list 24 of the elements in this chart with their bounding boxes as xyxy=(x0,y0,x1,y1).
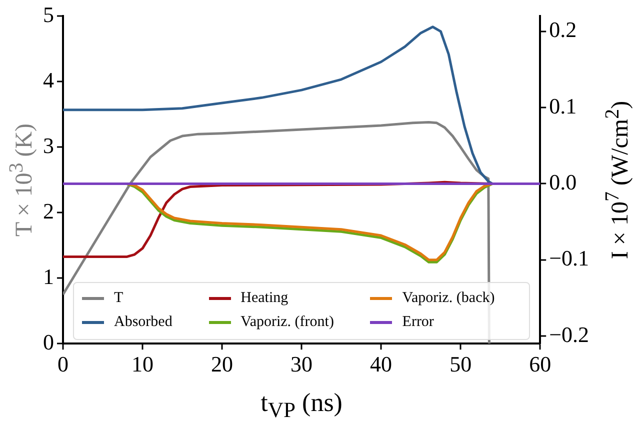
x-axis-title: t$_{VP}$ (ns) xyxy=(260,388,344,424)
x-tick-label: 20 xyxy=(211,352,234,377)
y-tick-label: 4 xyxy=(43,67,54,92)
x-tick-label: 40 xyxy=(370,352,392,377)
y-tick-label: 3 xyxy=(43,132,54,158)
y-tick-label: 1 xyxy=(43,264,54,289)
y2-tick-label: 0.2 xyxy=(549,17,577,42)
legend-label: Absorbed xyxy=(114,314,172,332)
y-tick-label: 2 xyxy=(43,198,54,224)
x-tick-label: 60 xyxy=(529,352,552,377)
y2-tick-label: −0.2 xyxy=(549,322,590,347)
x-tick-label: 10 xyxy=(132,352,154,377)
legend-label: Heating xyxy=(240,290,288,308)
y-tick-label: 0 xyxy=(43,329,54,354)
y2-tick-label: 0.1 xyxy=(549,93,577,118)
legend-label: Error xyxy=(402,314,434,332)
legend-label: T xyxy=(114,290,124,308)
x-tick-label: 30 xyxy=(290,352,313,377)
legend-label: Vaporiz. (front) xyxy=(240,314,334,332)
y2-tick-label: −0.1 xyxy=(549,246,590,271)
x-tick-label: 50 xyxy=(450,352,472,377)
legend-label: Vaporiz. (back) xyxy=(402,290,495,308)
y-tick-label: 5 xyxy=(43,2,54,27)
y2-tick-label: 0.0 xyxy=(549,169,577,194)
